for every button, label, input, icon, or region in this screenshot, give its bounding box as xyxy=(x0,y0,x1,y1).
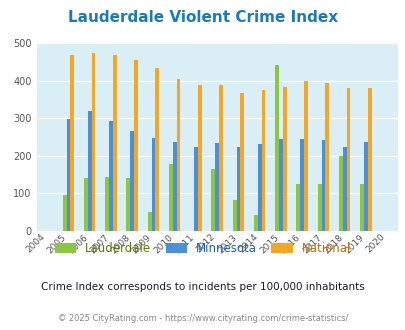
Bar xyxy=(155,69,159,231)
Bar xyxy=(338,156,342,231)
Bar xyxy=(66,118,70,231)
Bar xyxy=(109,121,113,231)
Bar xyxy=(282,87,286,231)
Bar xyxy=(92,53,95,231)
Bar xyxy=(126,178,130,231)
Bar xyxy=(317,184,321,231)
Bar xyxy=(194,148,197,231)
Bar xyxy=(84,178,87,231)
Bar xyxy=(87,111,92,231)
Bar xyxy=(300,139,303,231)
Bar xyxy=(254,215,257,231)
Bar xyxy=(303,81,307,231)
Bar xyxy=(278,139,282,231)
Bar xyxy=(211,169,215,231)
Bar xyxy=(342,148,346,231)
Bar xyxy=(62,195,66,231)
Bar xyxy=(215,143,219,231)
Bar xyxy=(134,60,138,231)
Bar xyxy=(130,131,134,231)
Bar xyxy=(176,79,180,231)
Bar xyxy=(261,89,265,231)
Bar xyxy=(70,54,74,231)
Bar xyxy=(296,184,300,231)
Bar xyxy=(197,85,201,231)
Bar xyxy=(324,83,328,231)
Bar xyxy=(168,164,173,231)
Bar xyxy=(359,184,363,231)
Text: Crime Index corresponds to incidents per 100,000 inhabitants: Crime Index corresponds to incidents per… xyxy=(41,282,364,292)
Bar xyxy=(321,140,324,231)
Bar xyxy=(105,177,109,231)
Bar xyxy=(257,145,261,231)
Bar xyxy=(147,212,151,231)
Bar xyxy=(275,65,278,231)
Bar xyxy=(232,200,236,231)
Bar xyxy=(151,138,155,231)
Bar xyxy=(346,88,350,231)
Bar xyxy=(236,148,240,231)
Bar xyxy=(367,88,371,231)
Bar xyxy=(363,142,367,231)
Legend: Lauderdale, Minnesota, National: Lauderdale, Minnesota, National xyxy=(50,237,355,260)
Text: Lauderdale Violent Crime Index: Lauderdale Violent Crime Index xyxy=(68,10,337,25)
Bar xyxy=(240,92,243,231)
Text: © 2025 CityRating.com - https://www.cityrating.com/crime-statistics/: © 2025 CityRating.com - https://www.city… xyxy=(58,314,347,323)
Bar xyxy=(219,85,222,231)
Bar xyxy=(113,55,116,231)
Bar xyxy=(173,142,176,231)
